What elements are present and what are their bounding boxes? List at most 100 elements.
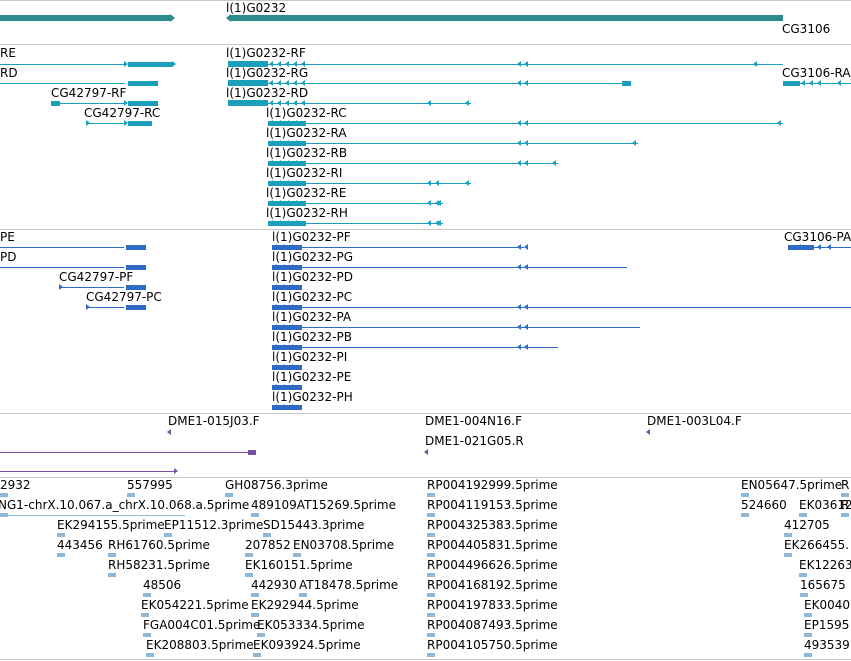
exon-block[interactable] xyxy=(272,404,302,410)
feature-label[interactable]: EK053334.5prime xyxy=(257,618,365,632)
feature-label[interactable]: PD xyxy=(0,250,17,264)
feature-label[interactable]: 48506 xyxy=(143,578,182,592)
est-block[interactable] xyxy=(293,553,301,557)
feature-label[interactable]: AT18478.5prime xyxy=(299,578,399,592)
feature-label[interactable]: EP11512.3prime xyxy=(164,518,264,532)
intron-line[interactable] xyxy=(302,327,640,328)
feature-label[interactable]: RP004197833.5prime xyxy=(427,598,558,612)
feature-label[interactable]: EK266455. xyxy=(784,538,850,552)
est-block[interactable] xyxy=(57,553,65,557)
est-block[interactable] xyxy=(799,573,807,577)
feature-label[interactable]: RP004119153.5prime xyxy=(427,498,558,512)
exon-block[interactable] xyxy=(126,244,146,250)
feature-label[interactable]: 2932 xyxy=(0,478,31,492)
intron-line[interactable] xyxy=(306,123,783,124)
feature-label[interactable]: SD15443.3prime xyxy=(263,518,365,532)
intron-line[interactable] xyxy=(60,103,125,104)
exon-block[interactable] xyxy=(228,61,268,67)
est-block[interactable] xyxy=(841,513,849,517)
feature-label[interactable]: GH08756.3prime xyxy=(225,478,328,492)
intron-line[interactable] xyxy=(814,247,851,248)
feature-label[interactable]: l(1)G0232-PI xyxy=(272,350,348,364)
intron-line[interactable] xyxy=(0,64,125,65)
feature-label[interactable]: EK294155.5prime xyxy=(57,518,165,532)
exon-block[interactable] xyxy=(272,364,302,370)
feature-label[interactable]: l(1)G0232-RG xyxy=(226,66,309,80)
intron-line[interactable] xyxy=(306,163,558,164)
exon-block[interactable] xyxy=(126,264,146,270)
feature-label[interactable]: RP004105750.5prime xyxy=(427,638,558,652)
est-block[interactable] xyxy=(804,633,812,637)
intron-line[interactable] xyxy=(302,307,851,308)
intron-line[interactable] xyxy=(0,267,124,268)
feature-label[interactable]: RP004192999.5prime xyxy=(427,478,558,492)
feature-label[interactable]: R xyxy=(841,498,850,512)
feature-label[interactable]: EK12263 xyxy=(799,558,851,572)
feature-label[interactable]: DME1-015J03.F xyxy=(168,414,260,428)
est-block[interactable] xyxy=(299,593,307,597)
feature-label[interactable]: l(1)G0232-RI xyxy=(266,166,343,180)
intron-line[interactable] xyxy=(306,143,638,144)
est-block[interactable] xyxy=(741,493,749,497)
est-block[interactable] xyxy=(251,613,259,617)
est-block[interactable] xyxy=(427,533,435,537)
est-block[interactable] xyxy=(245,553,253,557)
exon-block[interactable] xyxy=(272,344,302,350)
est-block[interactable] xyxy=(251,593,259,597)
feature-label[interactable]: EN05647.5prime xyxy=(741,478,843,492)
est-block[interactable] xyxy=(784,553,792,557)
est-block[interactable] xyxy=(427,613,435,617)
intron-line[interactable] xyxy=(86,307,124,308)
intron-line[interactable] xyxy=(0,471,175,472)
exon-block[interactable] xyxy=(128,80,158,86)
feature-label[interactable]: l(1)G0232-PB xyxy=(272,330,352,344)
exon-block[interactable] xyxy=(126,304,146,310)
feature-label[interactable]: CG3106-PA xyxy=(784,230,851,244)
est-block[interactable] xyxy=(741,513,749,517)
est-block[interactable] xyxy=(804,653,812,657)
feature-label[interactable]: EK292944.5prime xyxy=(251,598,359,612)
feature-label[interactable]: RH58231.5prime xyxy=(108,558,210,572)
intron-line[interactable] xyxy=(59,287,124,288)
est-block[interactable] xyxy=(257,633,265,637)
intron-line[interactable] xyxy=(306,223,443,224)
feature-label[interactable]: CG3106 xyxy=(782,22,831,36)
feature-label[interactable]: l(1)G0232-PE xyxy=(272,370,352,384)
feature-label[interactable]: l(1)G0232-RC xyxy=(266,106,347,120)
feature-label[interactable]: EK093924.5prime xyxy=(253,638,361,652)
est-block[interactable] xyxy=(427,593,435,597)
exon-block[interactable] xyxy=(128,100,158,106)
exon-block[interactable] xyxy=(126,284,146,290)
est-block[interactable] xyxy=(146,653,154,657)
feature-label[interactable]: RE xyxy=(0,46,16,60)
feature-label[interactable]: 412705 xyxy=(784,518,830,532)
est-block[interactable] xyxy=(143,633,151,637)
exon-block[interactable] xyxy=(272,284,302,290)
est-block[interactable] xyxy=(225,493,233,497)
intron-line[interactable] xyxy=(268,83,625,84)
feature-label[interactable]: EP1595 xyxy=(804,618,850,632)
exon-block[interactable] xyxy=(228,100,268,106)
feature-label[interactable]: l(1)G0232-PF xyxy=(272,230,351,244)
feature-label[interactable]: RP004087493.5prime xyxy=(427,618,558,632)
est-block[interactable] xyxy=(143,593,151,597)
feature-label[interactable]: NG1-chrX.10.067.a_chrX.10.068.a.5prime xyxy=(0,498,250,512)
intron-line[interactable] xyxy=(306,183,471,184)
exon-block[interactable] xyxy=(228,80,268,86)
feature-label[interactable]: l(1)G0232-RD xyxy=(226,86,309,100)
feature-label[interactable]: RP004168192.5prime xyxy=(427,578,558,592)
est-block[interactable] xyxy=(427,513,435,517)
feature-label[interactable]: EK054221.5prime xyxy=(141,598,249,612)
est-block[interactable] xyxy=(0,493,8,497)
feature-label[interactable]: PE xyxy=(0,230,15,244)
feature-label[interactable]: DME1-004N16.F xyxy=(425,414,523,428)
est-block[interactable] xyxy=(141,613,149,617)
exon-block[interactable] xyxy=(272,244,302,250)
est-block[interactable] xyxy=(251,513,259,517)
feature-label[interactable]: RH61760.5prime xyxy=(108,538,210,552)
est-block[interactable] xyxy=(108,573,116,577)
feature-label[interactable]: EK208803.5prime xyxy=(146,638,254,652)
exon-block[interactable] xyxy=(51,100,60,106)
est-block[interactable] xyxy=(427,653,435,657)
est-block[interactable] xyxy=(108,553,116,557)
